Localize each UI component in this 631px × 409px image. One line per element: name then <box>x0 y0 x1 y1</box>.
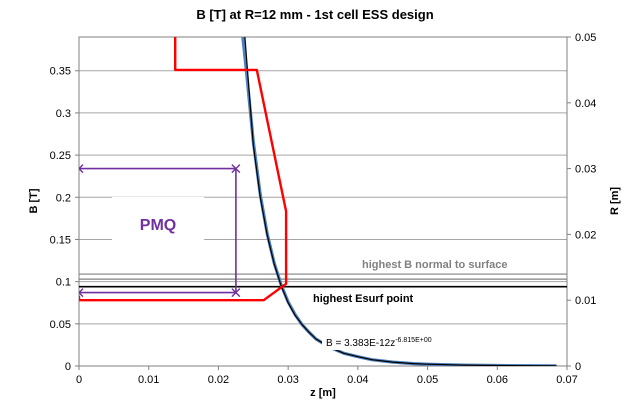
fit-equation-exponent: -6.815E+00 <box>395 337 431 344</box>
y2-axis-label: R [m] <box>609 187 621 215</box>
y2-tick-label: 0.04 <box>575 98 596 110</box>
y-tick-label: 0.25 <box>50 150 71 162</box>
y-tick-label: 0.2 <box>56 192 71 204</box>
fit-line <box>244 37 557 366</box>
x-tick-label: 0 <box>76 374 82 386</box>
highest-esurf-label: highest Esurf point <box>313 293 414 305</box>
cavity-profile-line <box>79 37 288 302</box>
chart-title: B [T] at R=12 mm - 1st cell ESS design <box>196 7 433 22</box>
pmq-marker <box>231 164 241 174</box>
y2-tick-label: 0.03 <box>575 164 596 176</box>
y-tick-label: 0.1 <box>56 277 71 289</box>
highest-b-label: highest B normal to surface <box>362 259 507 271</box>
x-tick-label: 0.03 <box>277 374 298 386</box>
x-tick-label: 0.02 <box>208 374 229 386</box>
y-tick-label: 0.3 <box>56 108 71 120</box>
PMQ-box-line <box>79 167 237 294</box>
x-tick-label: 0.05 <box>417 374 438 386</box>
pmq-label-background <box>112 197 204 252</box>
fit-equation-base: B = 3.383E-12z <box>326 338 395 349</box>
field-line <box>241 37 557 366</box>
plot-area <box>78 36 568 367</box>
y2-tick-label: 0.05 <box>575 32 596 44</box>
pmq-label: PMQ <box>140 217 176 234</box>
y2-tick-label: 0.02 <box>575 229 596 241</box>
pmq-marker <box>79 164 84 174</box>
x-tick-label: 0.06 <box>487 374 508 386</box>
x-tick-label: 0.01 <box>138 374 159 386</box>
pmq-marker <box>231 288 241 298</box>
y-tick-label: 0.15 <box>50 234 71 246</box>
x-axis-label: z [m] <box>310 387 336 399</box>
fit-equation: B = 3.383E-12z-6.815E+00 <box>326 337 432 349</box>
y-tick-label: 0.35 <box>50 66 71 78</box>
highest-b-label-background <box>355 256 507 271</box>
x-tick-label: 0.04 <box>347 374 368 386</box>
y-axis-label: B [T] <box>28 188 40 213</box>
x-tick-label: 0.07 <box>556 374 577 386</box>
y-tick-label: 0.05 <box>50 319 71 331</box>
y2-tick-label: 0.01 <box>575 295 596 307</box>
y-tick-label: 0 <box>65 361 71 373</box>
equation-label-background <box>322 333 445 350</box>
axes: 0 0.01 0.02 0.03 0.04 0.05 0.06 0.0700.050.10.1… <box>50 32 597 386</box>
y2-tick-label: 0 <box>575 361 581 373</box>
pmq-marker <box>79 288 84 298</box>
